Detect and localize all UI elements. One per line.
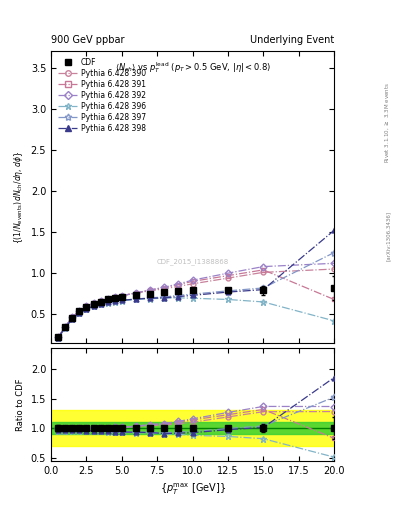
Text: Underlying Event: Underlying Event (250, 35, 334, 46)
Y-axis label: $\{(1/N_\mathrm{events})\,dN_\mathrm{ch}/d\eta,\,d\phi\}$: $\{(1/N_\mathrm{events})\,dN_\mathrm{ch}… (12, 151, 25, 244)
Text: CDF_2015_I1388868: CDF_2015_I1388868 (156, 258, 229, 265)
Text: 900 GeV ppbar: 900 GeV ppbar (51, 35, 125, 46)
Text: $\langle N_{ch}\rangle$ vs $p_T^\mathrm{lead}$ ($p_T>0.5$ GeV, $|\eta|<0.8$): $\langle N_{ch}\rangle$ vs $p_T^\mathrm{… (114, 60, 271, 75)
X-axis label: $\{p_T^\mathrm{max}\ [\mathrm{GeV}]\}$: $\{p_T^\mathrm{max}\ [\mathrm{GeV}]\}$ (160, 481, 226, 497)
Legend: CDF, Pythia 6.428 390, Pythia 6.428 391, Pythia 6.428 392, Pythia 6.428 396, Pyt: CDF, Pythia 6.428 390, Pythia 6.428 391,… (55, 55, 149, 136)
Text: [arXiv:1306.3436]: [arXiv:1306.3436] (386, 210, 391, 261)
Y-axis label: Ratio to CDF: Ratio to CDF (16, 378, 25, 431)
Text: Rivet 3.1.10, $\geq$ 3.3M events: Rivet 3.1.10, $\geq$ 3.3M events (384, 82, 391, 163)
